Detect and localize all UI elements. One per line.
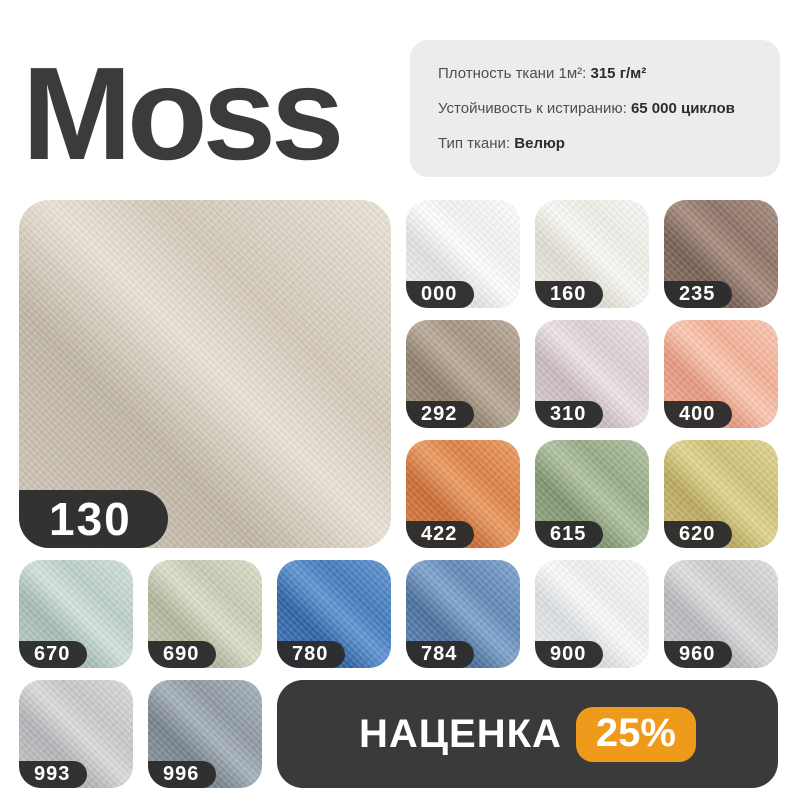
promo-bar: НАЦЕНКА 25%	[277, 680, 778, 788]
spec-abrasion: Устойчивость к истиранию: 65 000 циклов	[438, 100, 752, 117]
swatch-tile[interactable]: 615	[535, 440, 649, 548]
swatch-code-badge: 000	[406, 281, 475, 308]
swatch-code-badge: 960	[664, 641, 733, 668]
swatch-code-badge: 310	[535, 401, 604, 428]
swatch-tile[interactable]: 620	[664, 440, 778, 548]
swatch-tile[interactable]: 900	[535, 560, 649, 668]
swatch-code-badge: 160	[535, 281, 604, 308]
swatch-code: 620	[679, 523, 716, 545]
swatch-code-badge: 400	[664, 401, 733, 428]
swatch-code: 235	[679, 283, 716, 305]
swatch-tile[interactable]: 160	[535, 200, 649, 308]
swatch-code: 900	[550, 643, 587, 665]
page-title: Moss	[22, 40, 344, 187]
swatch-code: 615	[550, 523, 587, 545]
swatch-code-badge: 422	[406, 521, 475, 548]
spec-fabric-type-value: Велюр	[514, 135, 565, 152]
swatch-tile[interactable]: 784	[406, 560, 520, 668]
swatch-code: 993	[34, 763, 71, 785]
swatch-code: 784	[421, 643, 458, 665]
swatch-code: 996	[163, 763, 200, 785]
swatch-code: 400	[679, 403, 716, 425]
swatch-tile[interactable]: 996	[148, 680, 262, 788]
swatch-code: 310	[550, 403, 587, 425]
swatch-code: 292	[421, 403, 458, 425]
swatch-code-badge: 784	[406, 641, 475, 668]
swatch-code-badge: 235	[664, 281, 733, 308]
swatch-code-badge: 130	[19, 490, 168, 548]
swatch-tile[interactable]: 292	[406, 320, 520, 428]
swatch-code-badge: 615	[535, 521, 604, 548]
swatch-tile[interactable]: 235	[664, 200, 778, 308]
swatch-code-badge: 690	[148, 641, 217, 668]
swatch-code-badge: 900	[535, 641, 604, 668]
swatch-tile[interactable]: 780	[277, 560, 391, 668]
spec-fabric-type: Тип ткани: Велюр	[438, 135, 752, 152]
promo-label: НАЦЕНКА	[359, 711, 562, 756]
swatch-code-badge: 670	[19, 641, 88, 668]
fabric-specs-card: Плотность ткани 1м²: 315 г/м² Устойчивос…	[410, 40, 780, 177]
swatch-grid: 130 000 160 235 292 310 400 422 615 620 …	[19, 200, 778, 788]
spec-abrasion-label: Устойчивость к истиранию:	[438, 100, 627, 117]
swatch-tile[interactable]: 422	[406, 440, 520, 548]
swatch-code: 690	[163, 643, 200, 665]
swatch-code: 422	[421, 523, 458, 545]
swatch-tile[interactable]: 400	[664, 320, 778, 428]
spec-density-label: Плотность ткани 1м²:	[438, 65, 587, 82]
swatch-code-badge: 292	[406, 401, 475, 428]
swatch-code: 780	[292, 643, 329, 665]
swatch-tile[interactable]: 000	[406, 200, 520, 308]
swatch-tile[interactable]: 670	[19, 560, 133, 668]
spec-density: Плотность ткани 1м²: 315 г/м²	[438, 65, 752, 82]
swatch-tile[interactable]: 310	[535, 320, 649, 428]
swatch-code-badge: 996	[148, 761, 217, 788]
swatch-code: 000	[421, 283, 458, 305]
spec-abrasion-value: 65 000 циклов	[630, 100, 735, 117]
spec-density-value: 315 г/м²	[590, 65, 647, 82]
swatch-tile[interactable]: 960	[664, 560, 778, 668]
swatch-code: 160	[550, 283, 587, 305]
spec-fabric-type-label: Тип ткани:	[438, 135, 511, 152]
swatch-code: 670	[34, 643, 71, 665]
swatch-code-badge: 993	[19, 761, 88, 788]
swatch-code: 960	[679, 643, 716, 665]
swatch-code-badge: 780	[277, 641, 346, 668]
swatch-tile[interactable]: 993	[19, 680, 133, 788]
promo-percent-badge: 25%	[575, 706, 696, 762]
featured-swatch[interactable]: 130	[19, 200, 391, 548]
swatch-code: 130	[49, 493, 132, 545]
swatch-code-badge: 620	[664, 521, 733, 548]
swatch-tile[interactable]: 690	[148, 560, 262, 668]
